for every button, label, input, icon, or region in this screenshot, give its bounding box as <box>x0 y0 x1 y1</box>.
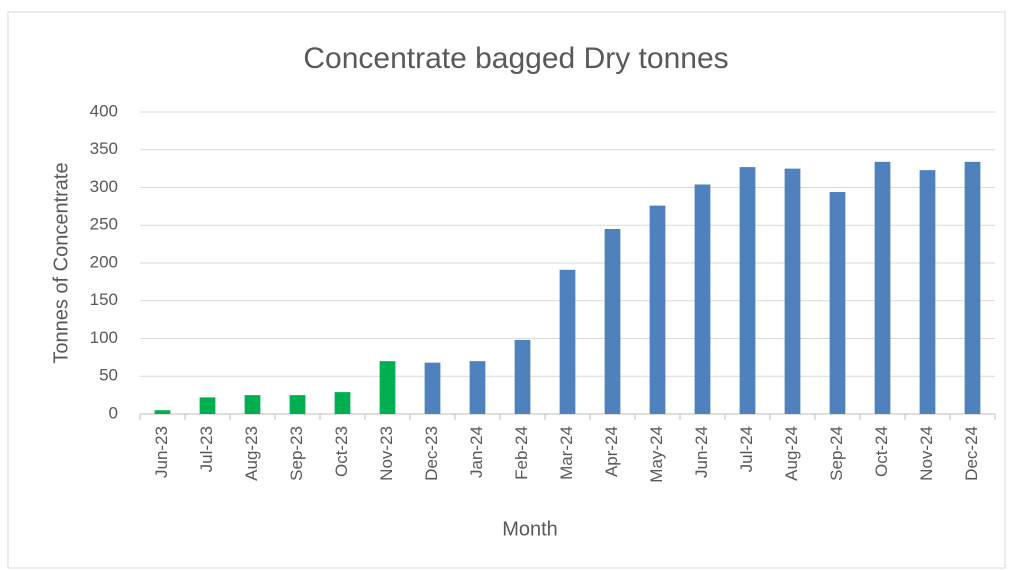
bar <box>649 205 666 414</box>
x-tick-label: Aug-24 <box>782 426 801 481</box>
bar <box>424 362 441 414</box>
y-tick-label: 250 <box>90 215 118 234</box>
bar <box>379 361 396 414</box>
chart-title: Concentrate bagged Dry tonnes <box>303 42 728 75</box>
y-tick-label: 100 <box>90 328 118 347</box>
x-tick-label: Oct-24 <box>872 426 891 477</box>
bar <box>559 269 576 414</box>
bar <box>604 229 621 414</box>
bar <box>919 170 936 414</box>
bar <box>739 167 756 414</box>
y-tick-label: 150 <box>90 290 118 309</box>
x-tick-label: May-24 <box>647 426 666 483</box>
x-tick-label: Nov-24 <box>917 426 936 481</box>
y-tick-label: 50 <box>99 366 118 385</box>
bar <box>244 395 261 414</box>
chart-border <box>7 11 1006 569</box>
x-tick-label: Jan-24 <box>467 426 486 478</box>
x-tick-label: Feb-24 <box>512 426 531 480</box>
bar <box>694 184 711 414</box>
x-tick-label: Jul-23 <box>197 426 216 472</box>
x-tick-label: Sep-24 <box>827 426 846 481</box>
x-tick-label: Jun-23 <box>152 426 171 478</box>
bar <box>964 161 981 414</box>
y-axis-label: Tonnes of Concentrate <box>50 162 72 363</box>
bar <box>469 361 486 414</box>
x-tick-label: Sep-23 <box>287 426 306 481</box>
y-tick-label: 0 <box>109 403 118 422</box>
bar <box>289 395 306 414</box>
y-tick-label: 200 <box>90 252 118 271</box>
x-tick-label: Oct-23 <box>332 426 351 477</box>
y-tick-label: 300 <box>90 177 118 196</box>
x-tick-label: Mar-24 <box>557 426 576 480</box>
x-axis-label: Month <box>502 518 558 540</box>
x-tick-label: Jun-24 <box>692 426 711 478</box>
x-tick-label: Dec-23 <box>422 426 441 481</box>
bar <box>784 168 801 414</box>
bar <box>154 410 171 414</box>
bar <box>514 340 531 414</box>
bar <box>874 161 891 414</box>
x-tick-label: Aug-23 <box>242 426 261 481</box>
bar <box>829 192 846 414</box>
x-tick-label: Jul-24 <box>737 426 756 472</box>
x-tick-label: Nov-23 <box>377 426 396 481</box>
x-tick-label: Apr-24 <box>602 426 621 477</box>
bar <box>334 392 351 414</box>
y-tick-label: 400 <box>90 101 118 120</box>
x-tick-label: Dec-24 <box>962 426 981 481</box>
bar <box>199 397 216 414</box>
y-tick-label: 350 <box>90 139 118 158</box>
